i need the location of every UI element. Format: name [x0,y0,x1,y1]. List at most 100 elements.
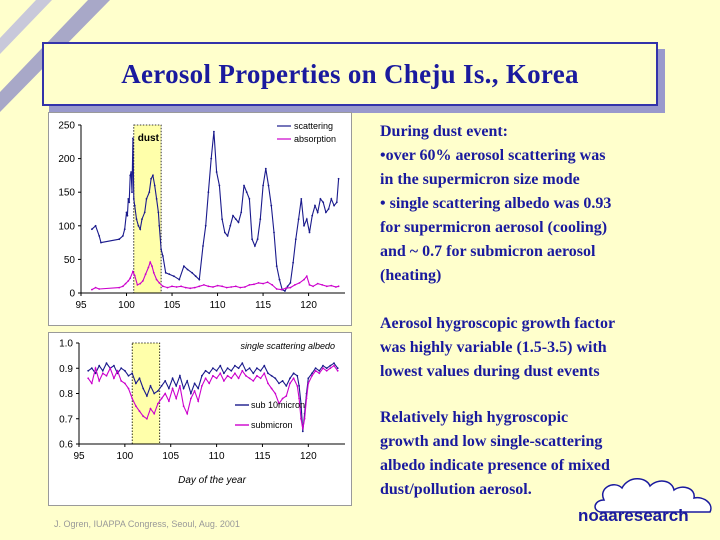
data-point [335,286,337,288]
data-point [307,382,310,385]
data-point [133,274,136,277]
data-point [132,270,134,273]
data-point [94,372,97,375]
data-point [256,367,258,370]
data-point [208,372,211,375]
data-point [305,218,308,220]
data-point [239,286,242,289]
data-point [182,405,185,407]
data-point [300,417,302,420]
data-point [208,382,211,385]
data-point [248,367,251,370]
data-point [126,214,129,217]
data-point [297,218,300,220]
data-point [308,231,311,234]
data-point [263,364,266,367]
data-point [244,286,246,288]
x-tick-label: 105 [162,451,179,462]
data-point [173,275,175,278]
data-point [280,288,283,291]
data-point [157,211,160,214]
data-point [151,265,153,267]
data-point [131,191,133,194]
text-line: in the supermicron size mode [380,171,580,188]
data-point [204,377,207,380]
data-point [160,248,162,251]
data-point [148,191,151,194]
data-point [164,392,167,395]
data-point [168,387,170,390]
text-line: albedo indicate presence of mixed [380,457,610,474]
data-point [149,261,152,263]
text-line: Relatively high hygroscopic [380,409,569,426]
data-point [289,286,292,289]
data-point [221,285,224,288]
data-point [142,415,145,418]
data-point [213,130,215,133]
data-point [175,397,178,400]
data-point [190,397,192,400]
y-tick-label: 50 [64,255,76,266]
data-point [212,286,214,288]
data-point [204,224,207,227]
data-point [87,369,90,372]
x-tick-label: 100 [118,300,135,311]
data-point [234,218,237,220]
data-point [135,405,137,407]
data-point [131,397,134,400]
data-point [221,218,224,220]
y-tick-label: 0.8 [59,389,73,400]
data-point [191,271,194,274]
data-point [319,198,322,200]
text-line: (heating) [380,267,442,284]
data-point [248,198,251,200]
data-point [94,224,97,227]
data-point [125,211,128,214]
y-tick-label: 0.6 [59,440,73,451]
data-point [158,224,161,227]
data-point [113,377,115,380]
data-point [120,380,123,382]
y-tick-label: 0.7 [59,414,73,425]
data-point [223,380,225,382]
data-point [278,382,280,385]
data-point [333,204,335,207]
data-point [164,271,167,274]
data-point [223,231,226,234]
data-point [137,224,140,227]
data-point [335,201,338,204]
data-point [325,367,328,370]
data-point [186,380,189,382]
data-point [314,367,317,370]
text-line: •over 60% aerosol scattering was [380,147,606,164]
data-point [337,285,340,288]
data-point [127,198,130,200]
text-line: During dust event: [380,123,509,140]
data-point [100,241,102,244]
x-tick-label: 120 [300,451,317,462]
data-point [171,387,174,390]
data-point [252,372,255,375]
data-point [175,385,178,387]
data-point [330,284,333,287]
data-point [262,282,264,285]
data-point [189,287,192,290]
text-line: Aerosol hygroscopic growth factor [380,315,616,332]
legend-label: absorption [294,134,336,144]
data-point [298,397,300,400]
data-point [180,285,183,288]
data-point [157,402,159,405]
data-point [248,284,251,286]
data-point [216,284,219,287]
data-point [275,265,278,267]
data-point [241,369,244,372]
x-tick-label: 120 [300,300,317,311]
dust-annotation: dust [138,133,160,144]
albedo-chart: 0.6 0.7 0.8 0.9 1.0 95 100 105 110 115 120 single s… [48,332,352,506]
data-point [298,282,301,284]
logo-research-text: research [617,506,689,525]
data-point [256,374,258,377]
data-point [149,407,152,410]
data-point [275,288,278,290]
data-point [160,397,163,400]
